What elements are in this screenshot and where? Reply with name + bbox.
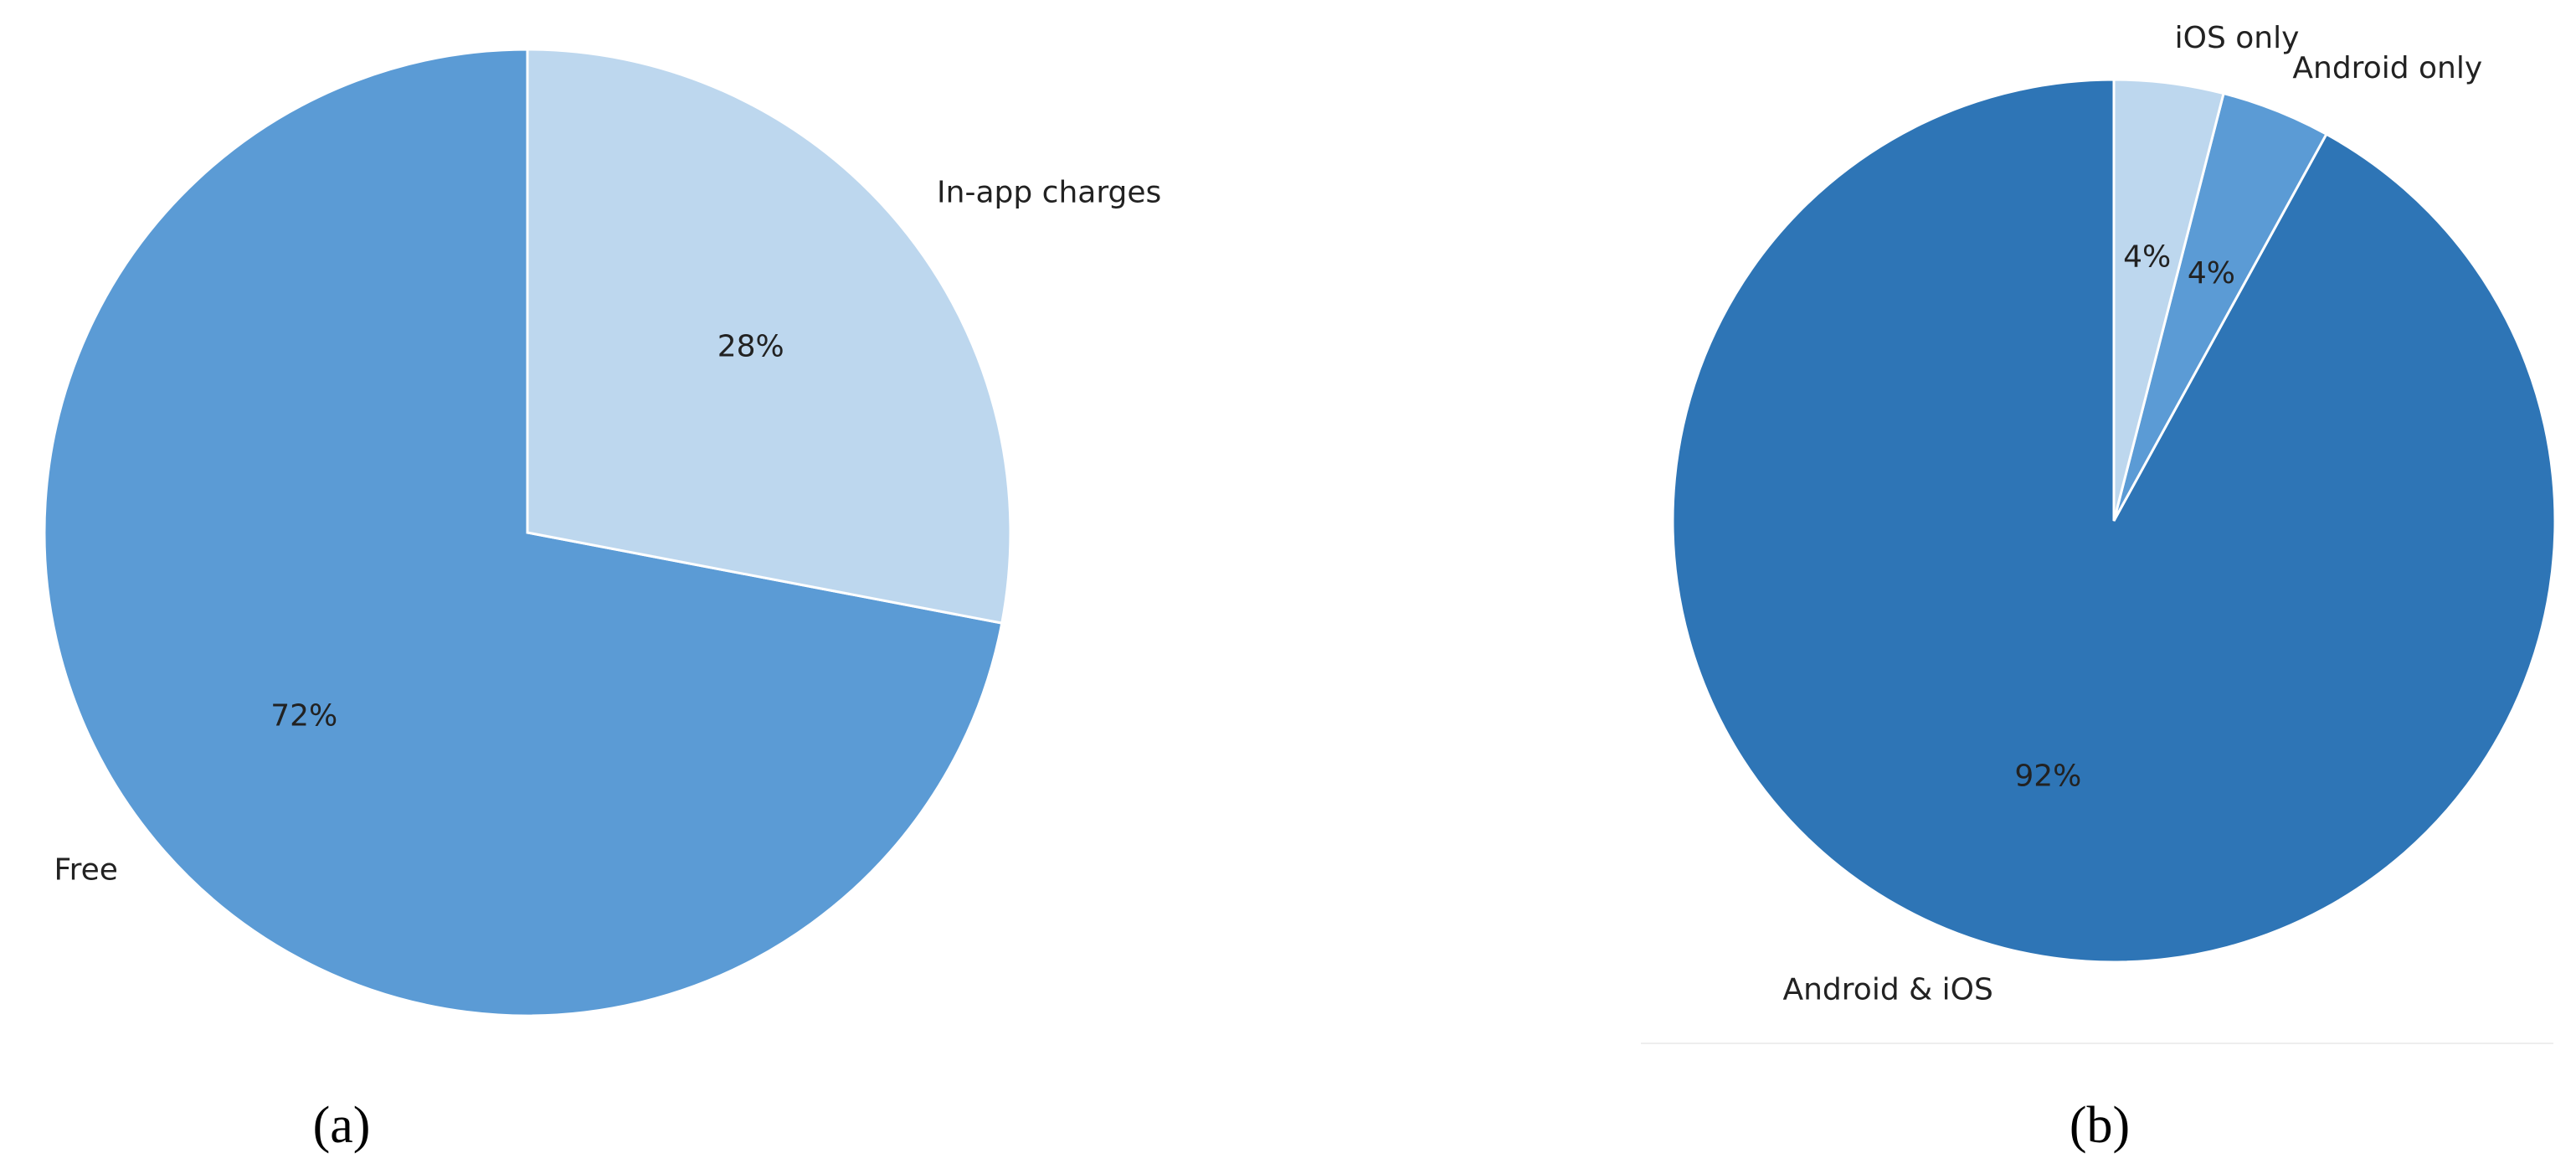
percent-label: 4% <box>2123 239 2171 274</box>
slice-label: Android only <box>2292 51 2482 85</box>
percent-label: 72% <box>270 699 337 734</box>
percent-label: 4% <box>2188 256 2235 291</box>
pie-slice <box>2112 78 2225 522</box>
caption: (b) <box>2070 1097 2130 1154</box>
percent-label: 28% <box>717 329 784 363</box>
caption: (a) <box>313 1097 371 1154</box>
pie-slice <box>43 48 1004 1017</box>
slice-label: Android & iOS <box>1782 972 1992 1007</box>
slice-label: Free <box>54 853 118 888</box>
percent-label: 92% <box>2014 759 2081 793</box>
slice-label: In-app charges <box>937 175 1161 209</box>
pie-slice <box>526 48 1012 625</box>
slice-label: iOS only <box>2175 21 2300 55</box>
